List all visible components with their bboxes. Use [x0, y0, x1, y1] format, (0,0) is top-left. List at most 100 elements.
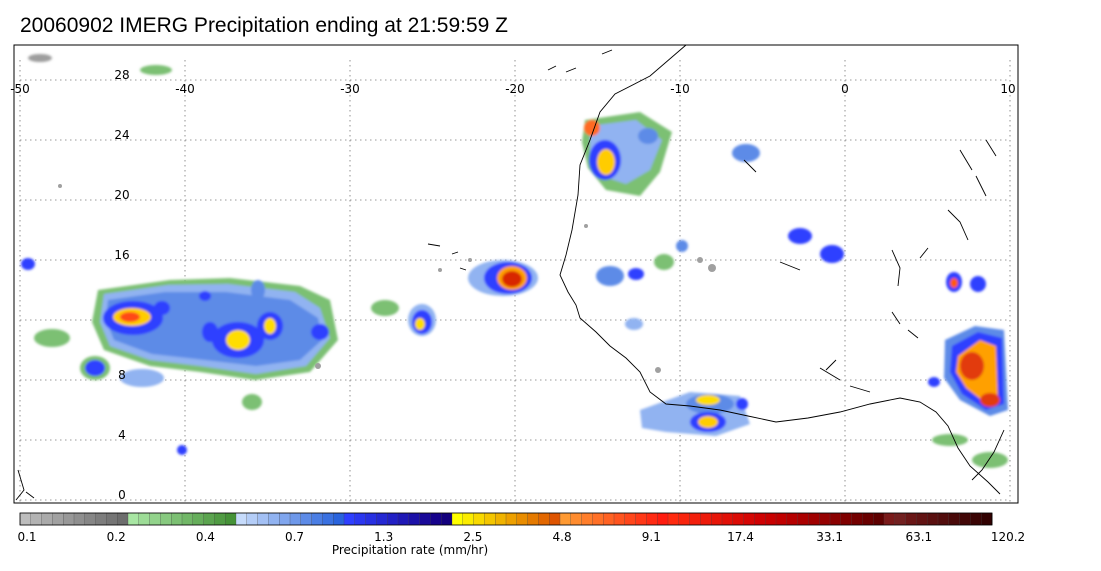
lat-tick-label: 24 — [114, 128, 129, 142]
colorbar-swatch — [268, 512, 280, 526]
colorbar-swatch — [667, 512, 680, 526]
colorbar-swatch — [495, 512, 507, 526]
colorbar-swatch — [732, 512, 745, 526]
map-title: 20060902 IMERG Precipitation ending at 2… — [20, 14, 508, 37]
colorbar-swatch — [322, 512, 334, 526]
colorbar-swatch — [95, 512, 107, 526]
colorbar-swatch — [559, 512, 572, 526]
colorbar-swatch — [700, 512, 712, 526]
lon-tick-label: -10 — [670, 82, 690, 96]
colorbar-swatch — [948, 512, 961, 526]
lat-tick-label: 20 — [114, 188, 129, 202]
colorbar-swatch — [570, 512, 583, 526]
colorbar-label: Precipitation rate (mm/hr) — [332, 543, 488, 557]
colorbar-swatch — [117, 512, 129, 526]
colorbar-swatch — [311, 512, 323, 526]
colorbar-swatch — [819, 512, 831, 526]
lat-tick-labels: 28 24 20 16 8 4 0 — [114, 68, 129, 502]
lon-tick-label: 0 — [841, 82, 849, 96]
coastlines — [15, 44, 1005, 501]
colorbar-swatch — [63, 512, 75, 526]
colorbar-swatch — [441, 512, 453, 526]
colorbar-swatch — [981, 512, 993, 526]
colorbar-tick-label: 0.2 — [107, 530, 126, 544]
precip-cluster-africa — [596, 144, 1008, 468]
colorbar-swatch — [937, 512, 950, 526]
lat-tick-label: 8 — [118, 368, 126, 382]
colorbar-swatch — [883, 512, 896, 526]
colorbar-swatch — [333, 512, 345, 526]
colorbar-swatch — [527, 512, 539, 526]
colorbar-swatch — [246, 512, 259, 526]
colorbar-swatch — [19, 512, 32, 526]
colorbar-tick-label: 120.2 — [991, 530, 1025, 544]
colorbar-swatch — [549, 512, 561, 526]
colorbar-swatch — [149, 512, 161, 526]
colorbar-swatch — [343, 512, 356, 526]
colorbar-swatch — [30, 512, 43, 526]
colorbar-tick-label: 0.1 — [17, 530, 36, 544]
colorbar-swatch — [397, 512, 410, 526]
colorbar-swatch — [419, 512, 431, 526]
colorbar — [19, 512, 993, 526]
colorbar-swatch — [916, 512, 928, 526]
colorbar-swatch — [613, 512, 626, 526]
colorbar-swatch — [765, 512, 777, 526]
colorbar-swatch — [808, 512, 820, 526]
lon-tick-labels: -50 -40 -30 -20 -10 0 10 — [10, 82, 1015, 96]
colorbar-swatch — [959, 512, 971, 526]
colorbar-swatch — [300, 512, 313, 526]
colorbar-tick-label: 4.8 — [553, 530, 572, 544]
colorbar-frame — [19, 512, 993, 526]
colorbar-swatch — [505, 512, 518, 526]
colorbar-swatch — [970, 512, 982, 526]
colorbar-swatch — [462, 512, 475, 526]
colorbar-swatch — [775, 512, 788, 526]
colorbar-tick-label: 63.1 — [905, 530, 932, 544]
colorbar-swatch — [786, 512, 799, 526]
colorbar-swatch — [41, 512, 53, 526]
colorbar-swatch — [225, 512, 237, 526]
lat-tick-label: 0 — [118, 488, 126, 502]
lon-tick-label: 10 — [1000, 82, 1015, 96]
colorbar-swatch — [538, 512, 550, 526]
colorbar-swatch — [214, 512, 226, 526]
colorbar-swatch — [721, 512, 734, 526]
colorbar-swatch — [160, 512, 172, 526]
colorbar-swatch — [646, 512, 658, 526]
lat-tick-label: 4 — [118, 428, 126, 442]
colorbar-swatch — [354, 512, 367, 526]
precip-cluster-west — [21, 54, 436, 455]
lon-tick-label: -40 — [175, 82, 195, 96]
colorbar-swatch — [451, 512, 464, 526]
colorbar-swatch — [851, 512, 863, 526]
precipitation-cells — [21, 54, 1008, 468]
colorbar-swatch — [289, 512, 302, 526]
colorbar-swatch — [592, 512, 604, 526]
colorbar-swatch — [743, 512, 755, 526]
colorbar-swatch — [171, 512, 183, 526]
colorbar-tick-label: 2.5 — [463, 530, 482, 544]
colorbar-swatch — [408, 512, 421, 526]
colorbar-tick-label: 0.4 — [196, 530, 215, 544]
precip-cluster-coast — [582, 112, 672, 196]
colorbar-tick-label: 17.4 — [727, 530, 754, 544]
colorbar-swatch — [689, 512, 701, 526]
colorbar-swatch — [829, 512, 842, 526]
colorbar-swatch — [192, 512, 205, 526]
colorbar-swatch — [905, 512, 917, 526]
colorbar-swatch — [235, 512, 248, 526]
lat-tick-label: 28 — [114, 68, 129, 82]
lat-tick-label: 16 — [114, 248, 129, 262]
colorbar-swatch — [678, 512, 691, 526]
colorbar-swatch — [73, 512, 86, 526]
colorbar-swatch — [52, 512, 64, 526]
colorbar-swatch — [927, 512, 939, 526]
colorbar-swatch — [376, 512, 388, 526]
colorbar-swatch — [484, 512, 496, 526]
colorbar-swatch — [138, 512, 151, 526]
lon-tick-label: -50 — [10, 82, 30, 96]
colorbar-tick-labels: 0.1 0.2 0.4 0.7 1.3 2.5 4.8 9.1 17.4 33.1 63.1 120.… — [17, 530, 1025, 544]
colorbar-tick-label: 33.1 — [816, 530, 843, 544]
